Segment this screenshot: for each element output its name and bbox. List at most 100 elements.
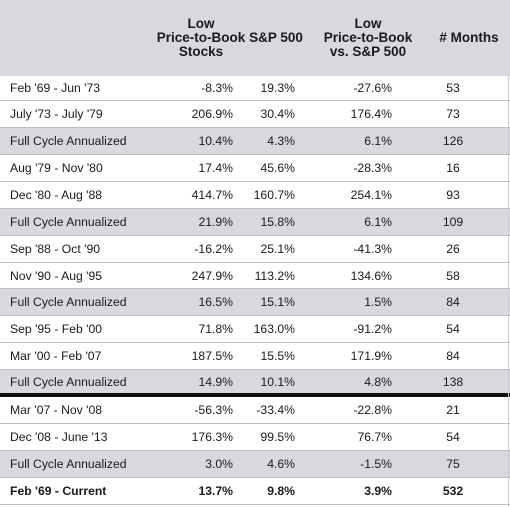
low-pb-cell: 10.4% [198,134,233,148]
sp500-cell: 15.5% [260,349,295,363]
vs-sp-cell: -1.5% [360,457,392,471]
vs-sp-cell: -27.6% [353,81,392,95]
table-row: Full Cycle Annualized 10.4% 4.3% 6.1% 126 [0,128,510,155]
table-row: Full Cycle Annualized 3.0% 4.6% -1.5% 75 [0,451,510,478]
months-cell: 16 [446,161,460,175]
low-pb-cell: -56.3% [194,403,233,417]
vs-sp-cell: -91.2% [353,322,392,336]
low-pb-cell: -16.2% [194,242,233,256]
header-low-pb-label: Low Price-to-Book Stocks [156,16,246,59]
sp500-cell: 19.3% [260,81,295,95]
low-pb-cell: 247.9% [191,268,233,283]
sp500-cell: 15.8% [260,215,295,229]
table-row: Sep '88 - Oct '90 -16.2% 25.1% -41.3% 26 [0,236,510,263]
vs-sp-cell: -22.8% [353,403,392,417]
table-row: July '73 - July '79 206.9% 30.4% 176.4% 73 [0,101,510,128]
low-pb-cell: 176.3% [191,430,233,444]
header-sp500-label: S&P 500 [249,30,303,45]
period-cell: Sep '88 - Oct '90 [10,242,101,256]
period-cell: Sep '95 - Feb '00 [10,322,103,336]
months-cell: 58 [446,268,460,283]
sp500-cell: 4.3% [267,134,295,148]
low-pb-cell: 14.9% [198,374,233,389]
months-cell: 54 [446,430,460,444]
sp500-cell: 163.0% [253,322,295,336]
table-row: Feb '69 - Jun '73 -8.3% 19.3% -27.6% 53 [0,76,510,101]
sp500-cell: 15.1% [260,295,295,309]
table-row: Full Cycle Annualized 14.9% 10.1% 4.8% 138 [0,370,510,397]
low-pb-cell: 3.0% [205,457,233,471]
header-months: # Months [430,0,508,76]
months-cell: 53 [446,81,460,95]
vs-sp-cell: -41.3% [353,242,392,256]
period-cell: Mar '00 - Feb '07 [10,349,102,363]
period-cell: Full Cycle Annualized [10,215,127,229]
low-pb-cell: 16.5% [198,295,233,309]
vs-sp-cell: 4.8% [364,374,392,389]
period-cell: Feb '69 - Current [10,484,107,498]
vs-sp-cell: 6.1% [364,134,392,148]
sp500-cell: 9.8% [267,484,295,498]
months-cell: 532 [442,484,464,498]
vs-sp-cell: -28.3% [353,161,392,175]
sp500-cell: 4.6% [267,457,295,471]
low-pb-cell: 414.7% [191,188,233,202]
period-cell: Full Cycle Annualized [10,457,127,471]
sp500-cell: 10.1% [260,374,295,389]
sp500-cell: 25.1% [260,242,295,256]
low-pb-cell: -8.3% [201,81,233,95]
period-cell: Full Cycle Annualized [10,295,127,309]
vs-sp-cell: 134.6% [350,268,392,283]
period-cell: Full Cycle Annualized [10,134,127,148]
table-row: Dec '08 - June '13 176.3% 99.5% 76.7% 54 [0,424,510,451]
vs-sp-cell: 171.9% [350,349,392,363]
header-vs-sp: Low Price-to-Book vs. S&P 500 [318,0,418,76]
vs-sp-cell: 1.5% [364,295,392,309]
months-cell: 138 [442,374,464,389]
low-pb-cell: 13.7% [198,484,233,498]
period-cell: Aug '79 - Nov '80 [10,161,103,175]
period-cell: Nov '90 - Aug '95 [10,268,103,283]
vs-sp-cell: 254.1% [350,188,392,202]
sp500-cell: 30.4% [260,107,295,121]
right-border [508,76,509,507]
table-header: Low Price-to-Book Stocks S&P 500 Low Pri… [0,0,510,76]
low-pb-cell: 206.9% [191,107,233,121]
table-row: Mar '07 - Nov '08 -56.3% -33.4% -22.8% 21 [0,397,510,424]
period-cell: Dec '08 - June '13 [10,430,108,444]
vs-sp-cell: 6.1% [364,215,392,229]
sp500-cell: -33.4% [256,403,295,417]
period-cell: Full Cycle Annualized [10,374,127,389]
sp500-cell: 99.5% [260,430,295,444]
header-months-label: # Months [439,30,499,45]
table-row: Full Cycle Annualized 21.9% 15.8% 6.1% 109 [0,209,510,236]
low-pb-cell: 17.4% [198,161,233,175]
months-cell: 84 [446,295,460,309]
months-cell: 54 [446,322,460,336]
period-cell: Dec '80 - Aug '88 [10,188,103,202]
vs-sp-cell: 176.4% [350,107,392,121]
months-cell: 126 [442,134,464,148]
vs-sp-cell: 76.7% [357,430,392,444]
months-cell: 21 [446,403,460,417]
sp500-cell: 45.6% [260,161,295,175]
low-pb-cell: 21.9% [198,215,233,229]
low-pb-cell: 187.5% [191,349,233,363]
months-cell: 109 [442,215,464,229]
table-row: Aug '79 - Nov '80 17.4% 45.6% -28.3% 16 [0,155,510,182]
period-cell: Feb '69 - Jun '73 [10,81,101,95]
table-row: Full Cycle Annualized 16.5% 15.1% 1.5% 84 [0,289,510,316]
months-cell: 73 [446,107,460,121]
period-cell: Mar '07 - Nov '08 [10,403,103,417]
vs-sp-cell: 3.9% [364,484,392,498]
months-cell: 75 [446,457,460,471]
period-cell: July '73 - July '79 [10,107,103,121]
months-cell: 84 [446,349,460,363]
months-cell: 26 [446,242,460,256]
table-row: Dec '80 - Aug '88 414.7% 160.7% 254.1% 93 [0,182,510,209]
low-pb-cell: 71.8% [198,322,233,336]
sp500-cell: 113.2% [254,268,295,283]
total-row: Feb '69 - Current 13.7% 9.8% 3.9% 532 [0,478,510,505]
table-row: Sep '95 - Feb '00 71.8% 163.0% -91.2% 54 [0,316,510,343]
